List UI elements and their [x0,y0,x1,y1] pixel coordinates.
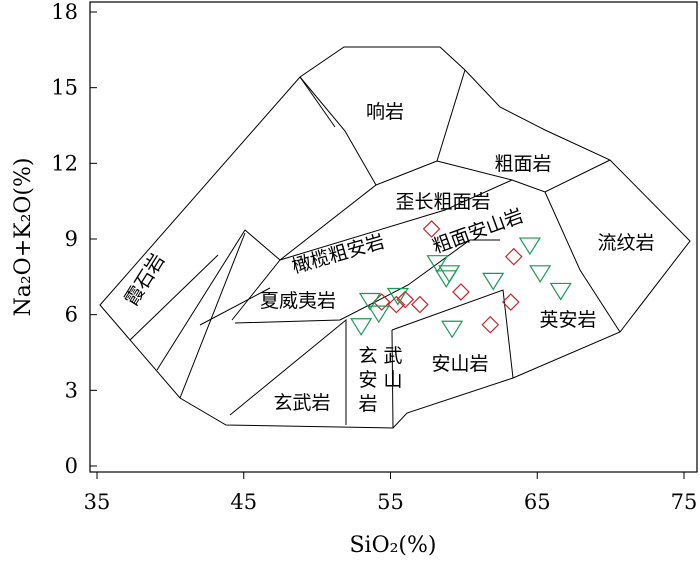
y-tick-label: 15 [51,76,78,100]
field-label-dacite: 英安岩 [539,309,596,331]
y-tick-label: 12 [51,151,78,175]
field-label-basaltic-trachyandesite: 橄榄粗安岩 [290,231,387,278]
y-tick-label: 3 [65,378,78,402]
triangle-marker [441,320,464,339]
field-label-trachyte: 粗面岩 [494,153,551,175]
data-points [350,220,572,339]
field-label-andesite: 安山岩 [431,353,488,375]
diamond-marker [504,247,523,266]
field-boundaries [99,46,691,429]
triangle-marker [549,282,572,301]
y-axis-label: Na₂O+K₂O(%) [11,157,36,316]
diamond-marker [396,290,415,309]
y-tick-label: 6 [65,303,78,327]
triangle-marker [529,265,552,283]
triangle-marker [350,318,373,336]
triangle-marker [426,255,449,273]
plot-frame [89,1,698,473]
triangle-marker [435,270,458,288]
x-axis-label: SiO₂(%) [349,533,436,558]
y-tick-label: 18 [51,0,78,24]
x-tick-label: 45 [230,490,257,514]
diamond-marker [387,295,406,314]
field-label-trachyandesite: 歪长粗面岩 [395,191,490,213]
triangle-marker [438,265,461,283]
x-tick-label: 75 [671,490,698,514]
diamond-marker [422,220,441,238]
field-label-hawaiite: 夏威夷岩 [260,290,336,312]
field-label-basaltic-andesite: 玄武安 山岩 [358,345,402,415]
field-label-nephelinite: 霞石岩 [120,250,169,310]
diamond-marker [411,295,429,314]
triangle-marker [518,237,541,256]
diamond-marker [481,315,500,334]
diamond-marker [501,293,520,311]
field-label-rhyolite: 流纹岩 [597,232,654,254]
field-label-phonolite: 响岩 [366,101,404,123]
diamond-marker [452,283,470,301]
x-tick-label: 55 [377,490,404,514]
triangle-marker [367,305,390,324]
field-label-basalt: 玄武岩 [273,392,330,414]
x-tick-label: 65 [524,490,551,514]
triangle-marker [358,292,382,311]
triangle-marker [482,272,505,291]
y-tick-label: 0 [65,454,78,478]
x-tick-label: 35 [84,490,111,514]
axes: 35 45 55 65 75 0 3 6 9 12 15 18 [51,0,697,514]
triangle-marker [386,287,409,306]
y-tick-label: 9 [65,227,78,251]
